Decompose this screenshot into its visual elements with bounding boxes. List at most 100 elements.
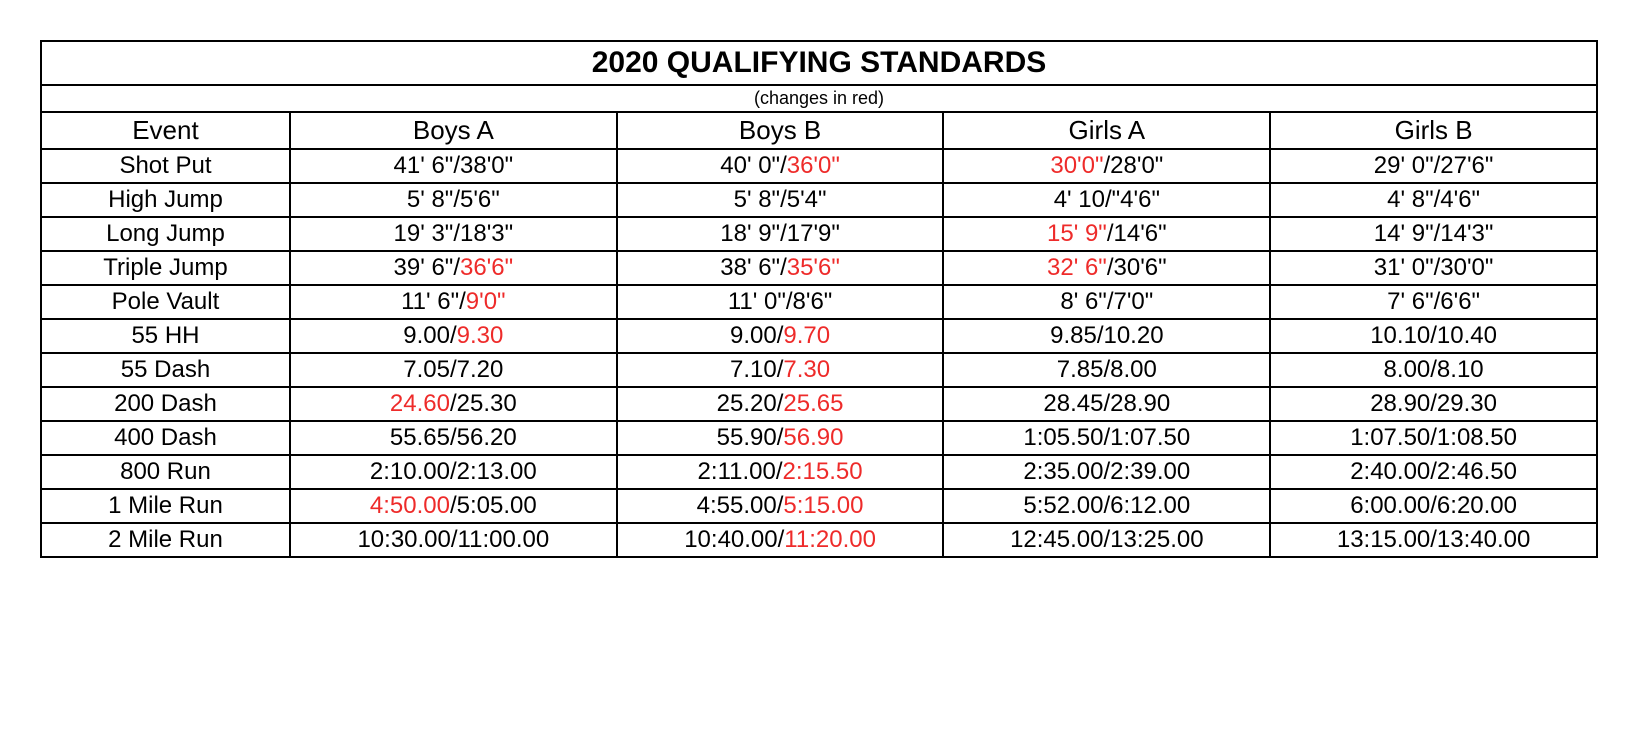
boys-b-cell: 11' 0"/8'6" (617, 285, 944, 319)
table-row: 55 HH9.00/9.309.00/9.70 9.85/10.20 10.10/1… (41, 319, 1597, 353)
event-cell: High Jump (41, 183, 290, 217)
boys-b-cell: 4:55.00/5:15.00 (617, 489, 944, 523)
value-segment: 2:40.00/2:46.50 (1350, 458, 1517, 485)
girls-a-cell: 15' 9"/14'6" (943, 217, 1270, 251)
table-row: 1 Mile Run4:50.00/5:05.004:55.00/5:15.00… (41, 489, 1597, 523)
value-segment: 12:45.00/13:25.00 (1010, 526, 1204, 553)
table-row: 55 Dash7.05/7.207.10/7.307.85/8.008.00/8… (41, 353, 1597, 387)
value-segment: 28.45/28.90 (1043, 390, 1170, 417)
event-cell: 55 HH (41, 319, 290, 353)
value-segment: 10:30.00/11:00.00 (357, 526, 549, 553)
value-segment: 1:07.50/1:08.50 (1350, 424, 1517, 451)
boys-a-cell: 55.65/56.20 (290, 421, 617, 455)
value-segment: 56.90 (783, 424, 843, 451)
col-header-boys-b: Boys B (617, 112, 944, 149)
value-segment: 2:35.00/2:39.00 (1023, 458, 1190, 485)
girls-b-cell: 13:15.00/13:40.00 (1270, 523, 1597, 557)
value-segment: 8' 6"/7'0" (1060, 288, 1153, 315)
value-segment: 4:55.00/ (697, 492, 784, 519)
value-segment: 31' 0"/30'0" (1374, 254, 1494, 281)
event-cell: 200 Dash (41, 387, 290, 421)
event-cell: 1 Mile Run (41, 489, 290, 523)
boys-b-cell: 10:40.00/11:20.00 (617, 523, 944, 557)
value-segment: 9.85/10.20 (1050, 322, 1163, 349)
value-segment: 4' 10/"4'6" (1054, 186, 1160, 213)
girls-a-cell: 5:52.00/6:12.00 (943, 489, 1270, 523)
value-segment: 1:05.50/1:07.50 (1023, 424, 1190, 451)
value-segment: 4:50.00 (370, 492, 450, 519)
boys-a-cell: 7.05/7.20 (290, 353, 617, 387)
boys-a-cell: 4:50.00/5:05.00 (290, 489, 617, 523)
table-title: 2020 QUALIFYING STANDARDS (41, 41, 1597, 85)
value-segment: 4' 8"/4'6" (1387, 186, 1480, 213)
value-segment: 7.85/8.00 (1057, 356, 1157, 383)
value-segment: 9.70 (783, 322, 830, 349)
event-cell: 55 Dash (41, 353, 290, 387)
value-segment: 40' 0"/ (720, 152, 786, 179)
girls-b-cell: 14' 9"/14'3" (1270, 217, 1597, 251)
value-segment: 10:40.00/ (684, 526, 784, 553)
value-segment: 11' 0"/8'6" (728, 288, 833, 315)
value-segment: 32' 6" (1047, 254, 1107, 281)
value-segment: 5' 8"/5'6" (407, 186, 500, 213)
boys-a-cell: 9.00/9.30 (290, 319, 617, 353)
value-segment: 29' 0"/27'6" (1374, 152, 1494, 179)
girls-a-cell: 12:45.00/13:25.00 (943, 523, 1270, 557)
value-segment: /14'6" (1107, 220, 1167, 247)
girls-b-cell: 10.10/10.40 (1270, 319, 1597, 353)
value-segment: 28.90/29.30 (1370, 390, 1497, 417)
girls-a-cell: 1:05.50/1:07.50 (943, 421, 1270, 455)
boys-a-cell: 19' 3"/18'3" (290, 217, 617, 251)
boys-b-cell: 5' 8"/5'4" (617, 183, 944, 217)
qualifying-standards-table: 2020 QUALIFYING STANDARDS (changes in re… (40, 40, 1598, 558)
value-segment: 55.65/56.20 (390, 424, 517, 451)
value-segment: 25.20/ (717, 390, 784, 417)
girls-b-cell: 31' 0"/30'0" (1270, 251, 1597, 285)
table-subtitle-row: (changes in red) (41, 85, 1597, 112)
value-segment: 30'0" (1050, 152, 1103, 179)
event-cell: 800 Run (41, 455, 290, 489)
boys-b-cell: 2:11.00/2:15.50 (617, 455, 944, 489)
boys-a-cell: 10:30.00/11:00.00 (290, 523, 617, 557)
value-segment: 7.05/7.20 (403, 356, 503, 383)
value-segment: 2:10.00/2:13.00 (370, 458, 537, 485)
value-segment: /30'6" (1107, 254, 1167, 281)
table-row: High Jump 5' 8"/5'6" 5' 8"/5'4" 4' 10/"4'6"… (41, 183, 1597, 217)
value-segment: 36'6" (460, 254, 513, 281)
girls-b-cell: 28.90/29.30 (1270, 387, 1597, 421)
value-segment: 7' 6"/6'6" (1387, 288, 1480, 315)
value-segment: 13:15.00/13:40.00 (1337, 526, 1531, 553)
girls-a-cell: 32' 6"/30'6" (943, 251, 1270, 285)
value-segment: 15' 9" (1047, 220, 1107, 247)
value-segment: 5:52.00/6:12.00 (1023, 492, 1190, 519)
boys-b-cell: 55.90/56.90 (617, 421, 944, 455)
boys-a-cell: 2:10.00/2:13.00 (290, 455, 617, 489)
value-segment: /5:05.00 (450, 492, 537, 519)
table-subtitle: (changes in red) (41, 85, 1597, 112)
table-row: Triple Jump39' 6"/36'6"38' 6"/35'6"32' 6… (41, 251, 1597, 285)
girls-a-cell: 4' 10/"4'6" (943, 183, 1270, 217)
girls-b-cell: 4' 8"/4'6" (1270, 183, 1597, 217)
event-cell: 2 Mile Run (41, 523, 290, 557)
col-header-boys-a: Boys A (290, 112, 617, 149)
value-segment: 24.60 (390, 390, 450, 417)
value-segment: 10.10/10.40 (1370, 322, 1497, 349)
girls-b-cell: 8.00/8.10 (1270, 353, 1597, 387)
table-row: Pole Vault11' 6"/9'0"11' 0"/8'6"8' 6"/7'… (41, 285, 1597, 319)
girls-b-cell: 6:00.00/6:20.00 (1270, 489, 1597, 523)
value-segment: 6:00.00/6:20.00 (1350, 492, 1517, 519)
value-segment: 2:11.00/ (698, 458, 783, 485)
boys-b-cell: 25.20/25.65 (617, 387, 944, 421)
table-row: Long Jump19' 3"/18'3"18' 9"/17'9"15' 9"/… (41, 217, 1597, 251)
event-cell: Triple Jump (41, 251, 290, 285)
value-segment: 5' 8"/5'4" (734, 186, 827, 213)
event-cell: Pole Vault (41, 285, 290, 319)
value-segment: 39' 6"/ (394, 254, 460, 281)
girls-b-cell: 2:40.00/2:46.50 (1270, 455, 1597, 489)
girls-a-cell: 8' 6"/7'0" (943, 285, 1270, 319)
value-segment: 25.65 (783, 390, 843, 417)
table-row: 200 Dash24.60/25.3025.20/25.6528.45/28.9… (41, 387, 1597, 421)
value-segment: 18' 9"/17'9" (720, 220, 840, 247)
girls-b-cell: 7' 6"/6'6" (1270, 285, 1597, 319)
boys-b-cell: 9.00/9.70 (617, 319, 944, 353)
